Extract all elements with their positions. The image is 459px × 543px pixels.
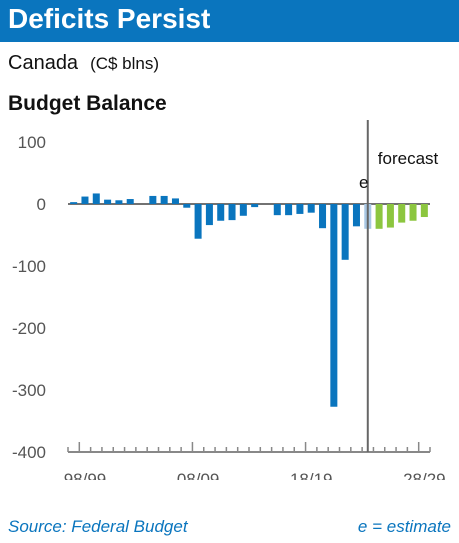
country-label: Canada [8, 52, 79, 74]
estimate-note: e = estimate [357, 517, 451, 536]
bar-05-06 [160, 195, 168, 204]
bar-98-99 [81, 196, 89, 204]
bar-99-00 [92, 193, 100, 204]
bar-12-13 [239, 204, 247, 216]
x-tick-label: 08/09 [177, 470, 220, 480]
bar-11-12 [228, 204, 236, 221]
title-banner: Deficits Persist [0, 0, 459, 42]
bar-22-23 [352, 204, 360, 227]
y-tick-label: 0 [37, 195, 46, 214]
bar-20-21 [330, 204, 338, 407]
bar-00-01 [104, 199, 112, 204]
bar-04-05 [149, 195, 157, 204]
source-note: Source: Federal Budget [8, 517, 188, 536]
bar-15-16 [273, 204, 281, 216]
bar-07-08 [183, 204, 191, 208]
y-tick-label: 100 [18, 133, 46, 152]
annotation-layer: forecast e [359, 120, 439, 452]
bar-97-98 [70, 202, 78, 204]
bar-09-10 [205, 204, 213, 226]
bar-layer [70, 193, 428, 407]
bar-13-14 [251, 204, 259, 208]
chart-title: Budget Balance [8, 92, 167, 115]
x-tick-label: 28/29 [403, 470, 446, 480]
y-tick-label: -400 [12, 443, 46, 462]
bar-10-11 [217, 204, 225, 221]
bar-26-27 [398, 204, 406, 223]
bar-24-25 [375, 204, 383, 229]
budget-balance-chart: 100 0 -100 -200 -300 -400 98/99 08/09 18/19 28/29… [12, 120, 446, 480]
bar-19-20 [319, 204, 327, 229]
page-title: Deficits Persist [8, 3, 211, 34]
bar-25-26 [386, 204, 394, 228]
x-tick-label: 18/19 [290, 470, 333, 480]
bar-06-07 [171, 198, 179, 204]
bar-17-18 [296, 204, 304, 214]
y-tick-label: -200 [12, 319, 46, 338]
bar-28-29 [420, 204, 428, 218]
forecast-label: forecast [378, 149, 439, 168]
x-tick-label: 98/99 [64, 470, 107, 480]
subtitle: Canada (C$ blns) [8, 52, 159, 75]
bar-02-03 [126, 199, 134, 204]
bar-18-19 [307, 204, 315, 213]
bar-27-28 [409, 204, 417, 221]
bar-01-02 [115, 200, 123, 204]
bar-08-09 [194, 204, 202, 239]
bar-21-22 [341, 204, 349, 260]
axis-layer: 100 0 -100 -200 -300 -400 98/99 08/09 18/19 28/29 [12, 133, 446, 480]
y-tick-label: -300 [12, 381, 46, 400]
units-label: (C$ blns) [90, 54, 160, 73]
y-tick-label: -100 [12, 257, 46, 276]
bar-16-17 [285, 204, 293, 216]
estimate-marker: e [359, 173, 368, 192]
